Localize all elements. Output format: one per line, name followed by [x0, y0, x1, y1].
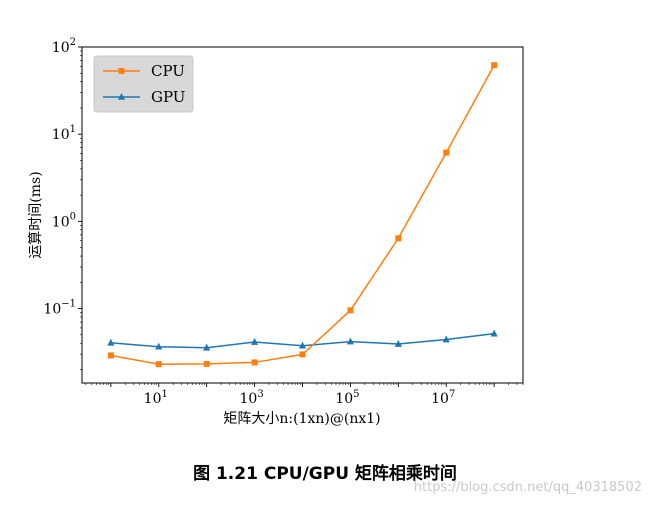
y-tick-exponent: 1 — [70, 124, 76, 135]
x-tick-exponent: 7 — [449, 389, 455, 400]
legend-label-cpu: CPU — [151, 62, 185, 80]
data-point-gpu — [155, 342, 163, 350]
y-tick-base: 10 — [43, 302, 61, 318]
data-point-cpu — [203, 360, 210, 367]
data-point-gpu — [442, 335, 450, 343]
legend-marker-cpu — [118, 68, 125, 74]
x-tick-label: 101 — [144, 389, 168, 407]
x-tick-exponent: 1 — [161, 389, 167, 400]
x-axis-label: 矩阵大小n:(1xn)@(nx1) — [223, 411, 380, 427]
y-tick-base: 10 — [52, 127, 70, 143]
data-point-gpu — [250, 338, 259, 345]
data-point-gpu — [107, 338, 115, 346]
y-tick-base: 10 — [52, 214, 70, 230]
data-point-cpu — [155, 361, 162, 368]
y-tick-label: 101 — [52, 124, 76, 143]
series-layer — [107, 62, 498, 368]
data-point-cpu — [395, 235, 402, 242]
x-tick-label: 107 — [431, 389, 455, 407]
data-point-gpu — [490, 329, 498, 337]
data-point-cpu — [491, 62, 498, 69]
plot-frame — [81, 46, 524, 384]
y-tick-label: 10−1 — [43, 299, 76, 318]
data-point-gpu — [394, 340, 402, 347]
y-tick-label: 100 — [52, 211, 76, 230]
x-tick-label: 105 — [335, 389, 359, 407]
y-axis-label: 运算时间(ms) — [28, 171, 44, 258]
x-tick-exponent: 3 — [257, 389, 263, 400]
data-point-gpu — [346, 337, 355, 345]
legend-marker-gpu — [117, 93, 126, 100]
series-cpu — [107, 62, 498, 368]
data-point-gpu — [203, 343, 211, 351]
data-point-cpu — [443, 149, 450, 156]
data-point-cpu — [251, 359, 258, 366]
y-tick-exponent: 0 — [70, 211, 76, 222]
y-tick-exponent: 2 — [70, 37, 76, 48]
y-tick-exponent: −1 — [61, 299, 76, 310]
watermark-url: https://blog.csdn.net/qq_40318502 — [413, 480, 642, 495]
x-tick-label: 103 — [239, 389, 263, 407]
data-point-cpu — [347, 307, 354, 314]
legend-label-gpu: GPU — [151, 88, 185, 106]
x-tick-exponent: 5 — [353, 389, 359, 400]
data-point-gpu — [298, 341, 307, 349]
figure-caption: 图 1.21 CPU/GPU 矩阵相乘时间 — [193, 464, 457, 484]
y-tick-label: 102 — [52, 37, 76, 56]
data-point-cpu — [107, 352, 114, 359]
series-gpu — [107, 329, 498, 351]
legend: CPU GPU — [93, 55, 194, 113]
y-tick-base: 10 — [52, 40, 70, 56]
data-point-cpu — [299, 351, 306, 358]
